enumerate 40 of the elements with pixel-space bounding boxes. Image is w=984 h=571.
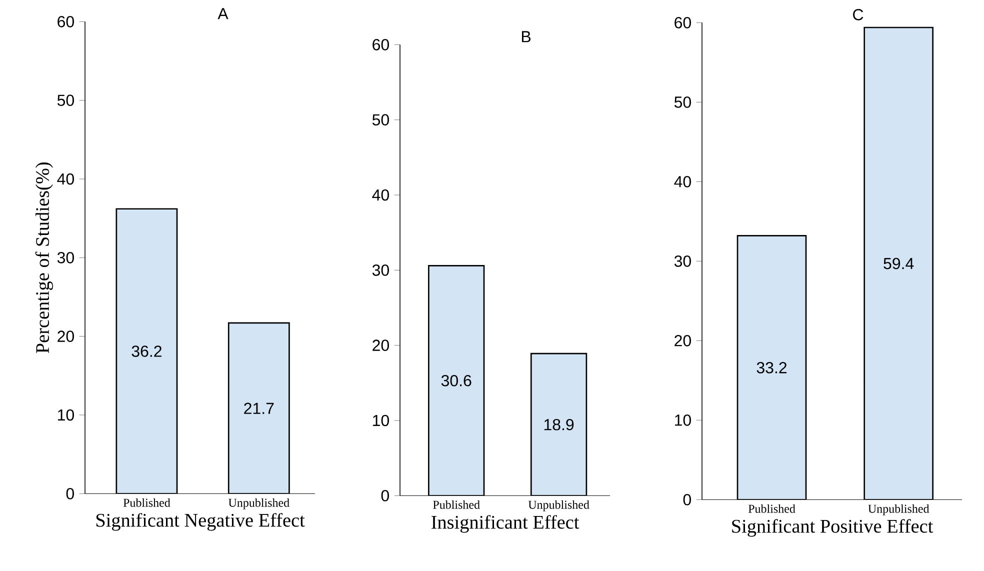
y-tick-label: 60 [58,16,74,28]
y-tick-label: 60 [674,17,691,28]
x-tick-label: Unpublished [528,500,590,512]
chart-title: A [218,8,228,20]
y-tick-label: 30 [674,256,691,267]
x-axis-title: Significant Negative Effect [96,513,305,531]
y-tick-label: 40 [372,190,389,201]
y-tick-label: 50 [57,94,74,106]
chart-title: B [522,31,530,42]
y-tick-label: 40 [674,176,691,188]
data-label: 18.9 [544,419,574,430]
y-tick-label: 60 [372,39,389,50]
y-tick-label: 30 [57,252,74,264]
y-tick-label: 0 [66,488,74,500]
x-tick-label: Published [433,500,480,509]
x-tick-label: Unpublished [868,504,930,516]
y-tick-label: 10 [58,410,74,421]
data-label: 21.7 [244,402,274,414]
data-label: 33.2 [756,362,787,374]
y-tick-label: 50 [674,96,691,108]
x-tick-label: Published [123,498,170,507]
chart-title: C [853,9,864,20]
data-label: 59.4 [884,258,914,270]
y-tick-label: 50 [372,114,389,126]
data-label: 30.6 [441,375,472,386]
y-tick-label: 20 [674,335,691,346]
y-tick-label: 10 [675,414,691,426]
y-tick-label: 20 [58,330,74,342]
x-axis-title: Significant Positive Effect [732,519,934,537]
y-tick-label: 20 [372,340,389,352]
x-tick-label: Published [748,504,796,513]
y-tick-label: 30 [372,264,389,276]
y-tick-label: 40 [57,174,74,185]
y-tick-label: 0 [683,494,691,506]
y-tick-label: 10 [373,415,389,426]
data-label: 36.2 [132,346,162,358]
x-tick-label: Unpublished [228,498,290,510]
y-tick-label: 0 [381,490,389,502]
y-axis-title: Percentige of Studies(%) [35,162,53,354]
x-axis-title: Insignificant Effect [432,515,580,533]
